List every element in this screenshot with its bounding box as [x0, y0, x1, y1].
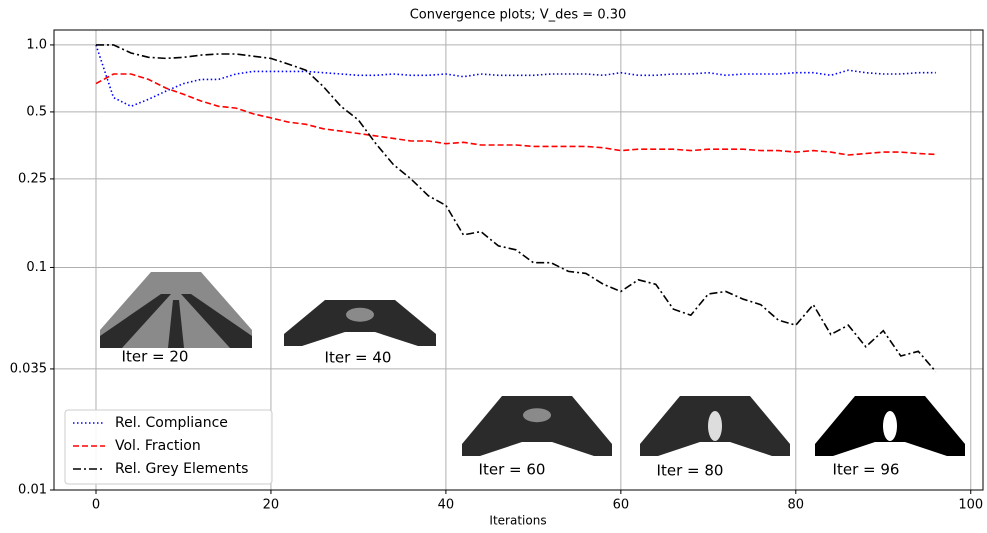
y-tick-label: 0.035 [10, 361, 47, 376]
x-tick-label: 40 [438, 498, 455, 513]
x-axis-label: Iterations [489, 514, 546, 528]
topology-shape [168, 300, 184, 348]
y-tick-label: 1.0 [26, 37, 47, 52]
topology-shape [462, 396, 612, 456]
topology-image [815, 396, 965, 456]
topology-shape [181, 294, 252, 348]
annotation: Iter = 80 [657, 462, 724, 480]
topology-void [883, 411, 897, 441]
series-line [96, 44, 937, 373]
topology-void [346, 307, 374, 322]
topology-image [462, 396, 612, 456]
y-tick-label: 0.01 [18, 483, 47, 498]
topology-void [523, 408, 551, 423]
y-tick-label: 0.5 [26, 104, 47, 119]
annotation: Iter = 40 [325, 349, 392, 367]
topology-image [284, 300, 436, 346]
topology-shape [100, 294, 171, 348]
annotation: Iter = 60 [479, 461, 546, 479]
annotation: Iter = 96 [833, 461, 900, 479]
topology-image [100, 272, 252, 348]
legend-box [64, 409, 273, 485]
chart-title: Convergence plots; V_des = 0.30 [410, 8, 627, 23]
x-tick-label: 0 [92, 498, 100, 513]
topology-void [708, 411, 722, 441]
legend-label: Rel. Grey Elements [115, 461, 248, 477]
x-tick-label: 100 [958, 498, 983, 513]
legend-label: Vol. Fraction [115, 438, 201, 454]
annotation: Iter = 20 [122, 348, 189, 366]
x-tick-label: 60 [613, 498, 630, 513]
legend-label: Rel. Compliance [115, 415, 228, 431]
x-tick-label: 80 [788, 498, 805, 513]
topology-image [640, 396, 790, 456]
y-tick-label: 0.1 [26, 260, 47, 275]
y-tick-label: 0.25 [18, 171, 47, 186]
plot-frame [53, 29, 984, 491]
topology-shape [284, 300, 436, 346]
x-tick-label: 20 [263, 498, 280, 513]
series-line [95, 73, 936, 156]
